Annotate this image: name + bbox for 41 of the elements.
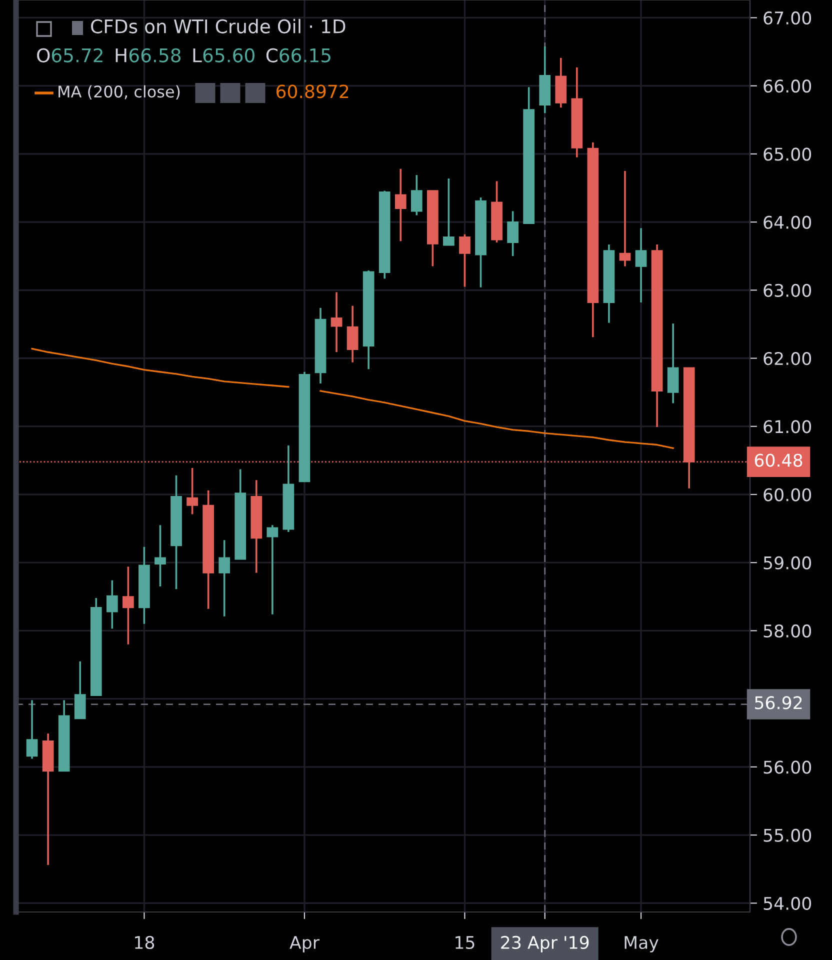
y-tick-label: 59.00 [764, 556, 812, 570]
y-tick-label: 64.00 [764, 216, 812, 229]
annotation: 60.8972 [276, 84, 348, 98]
candlestick [154, 524, 166, 588]
candlestick [507, 210, 518, 257]
y-tick-label: 66.00 [764, 80, 812, 93]
candlestick [74, 660, 86, 720]
candlestick [266, 524, 278, 616]
y-tick-label: 62.00 [764, 352, 812, 366]
y-tick-label: 55.00 [764, 828, 812, 842]
candlestick [410, 174, 422, 216]
x-tick-label: Apr [290, 936, 320, 952]
y-tick-label: 60.00 [764, 488, 812, 502]
candlestick [106, 579, 118, 630]
candlestick [394, 168, 406, 242]
x-tick-label: 18 [135, 936, 154, 950]
candlestick [26, 699, 38, 760]
legend-label: MA (200, close) [58, 85, 180, 100]
annotation: O65.72 H66.58 L65.60 C66.15 [37, 48, 330, 62]
y-tick-label: 56.00 [764, 760, 812, 774]
x-tick-label: 23 Apr '19 [501, 936, 589, 952]
candlestick [635, 227, 647, 304]
x-tick-label: May [624, 936, 658, 952]
candlestick [443, 178, 454, 246]
y-tick-label: 65.00 [764, 148, 812, 161]
y-tick-label: 58.00 [764, 624, 812, 638]
ref-line-label: 60.48 [754, 454, 802, 467]
candlestick [218, 539, 230, 618]
candlestick [346, 304, 358, 364]
candlestick [186, 467, 198, 516]
ref-line-label: 56.92 [755, 696, 802, 710]
y-tick-label: 63.00 [764, 284, 812, 297]
y-tick-label: 67.00 [764, 11, 812, 25]
candlestick [330, 291, 342, 354]
x-tick-label: 15 [456, 936, 474, 950]
y-tick-label: 61.00 [764, 420, 812, 434]
candlestick [619, 170, 631, 268]
candlestick [122, 566, 134, 646]
text: CFDs on WTI Crude Oil · 1D [91, 18, 346, 34]
candlestick [459, 233, 470, 288]
y-tick-label: 54.00 [764, 896, 812, 910]
